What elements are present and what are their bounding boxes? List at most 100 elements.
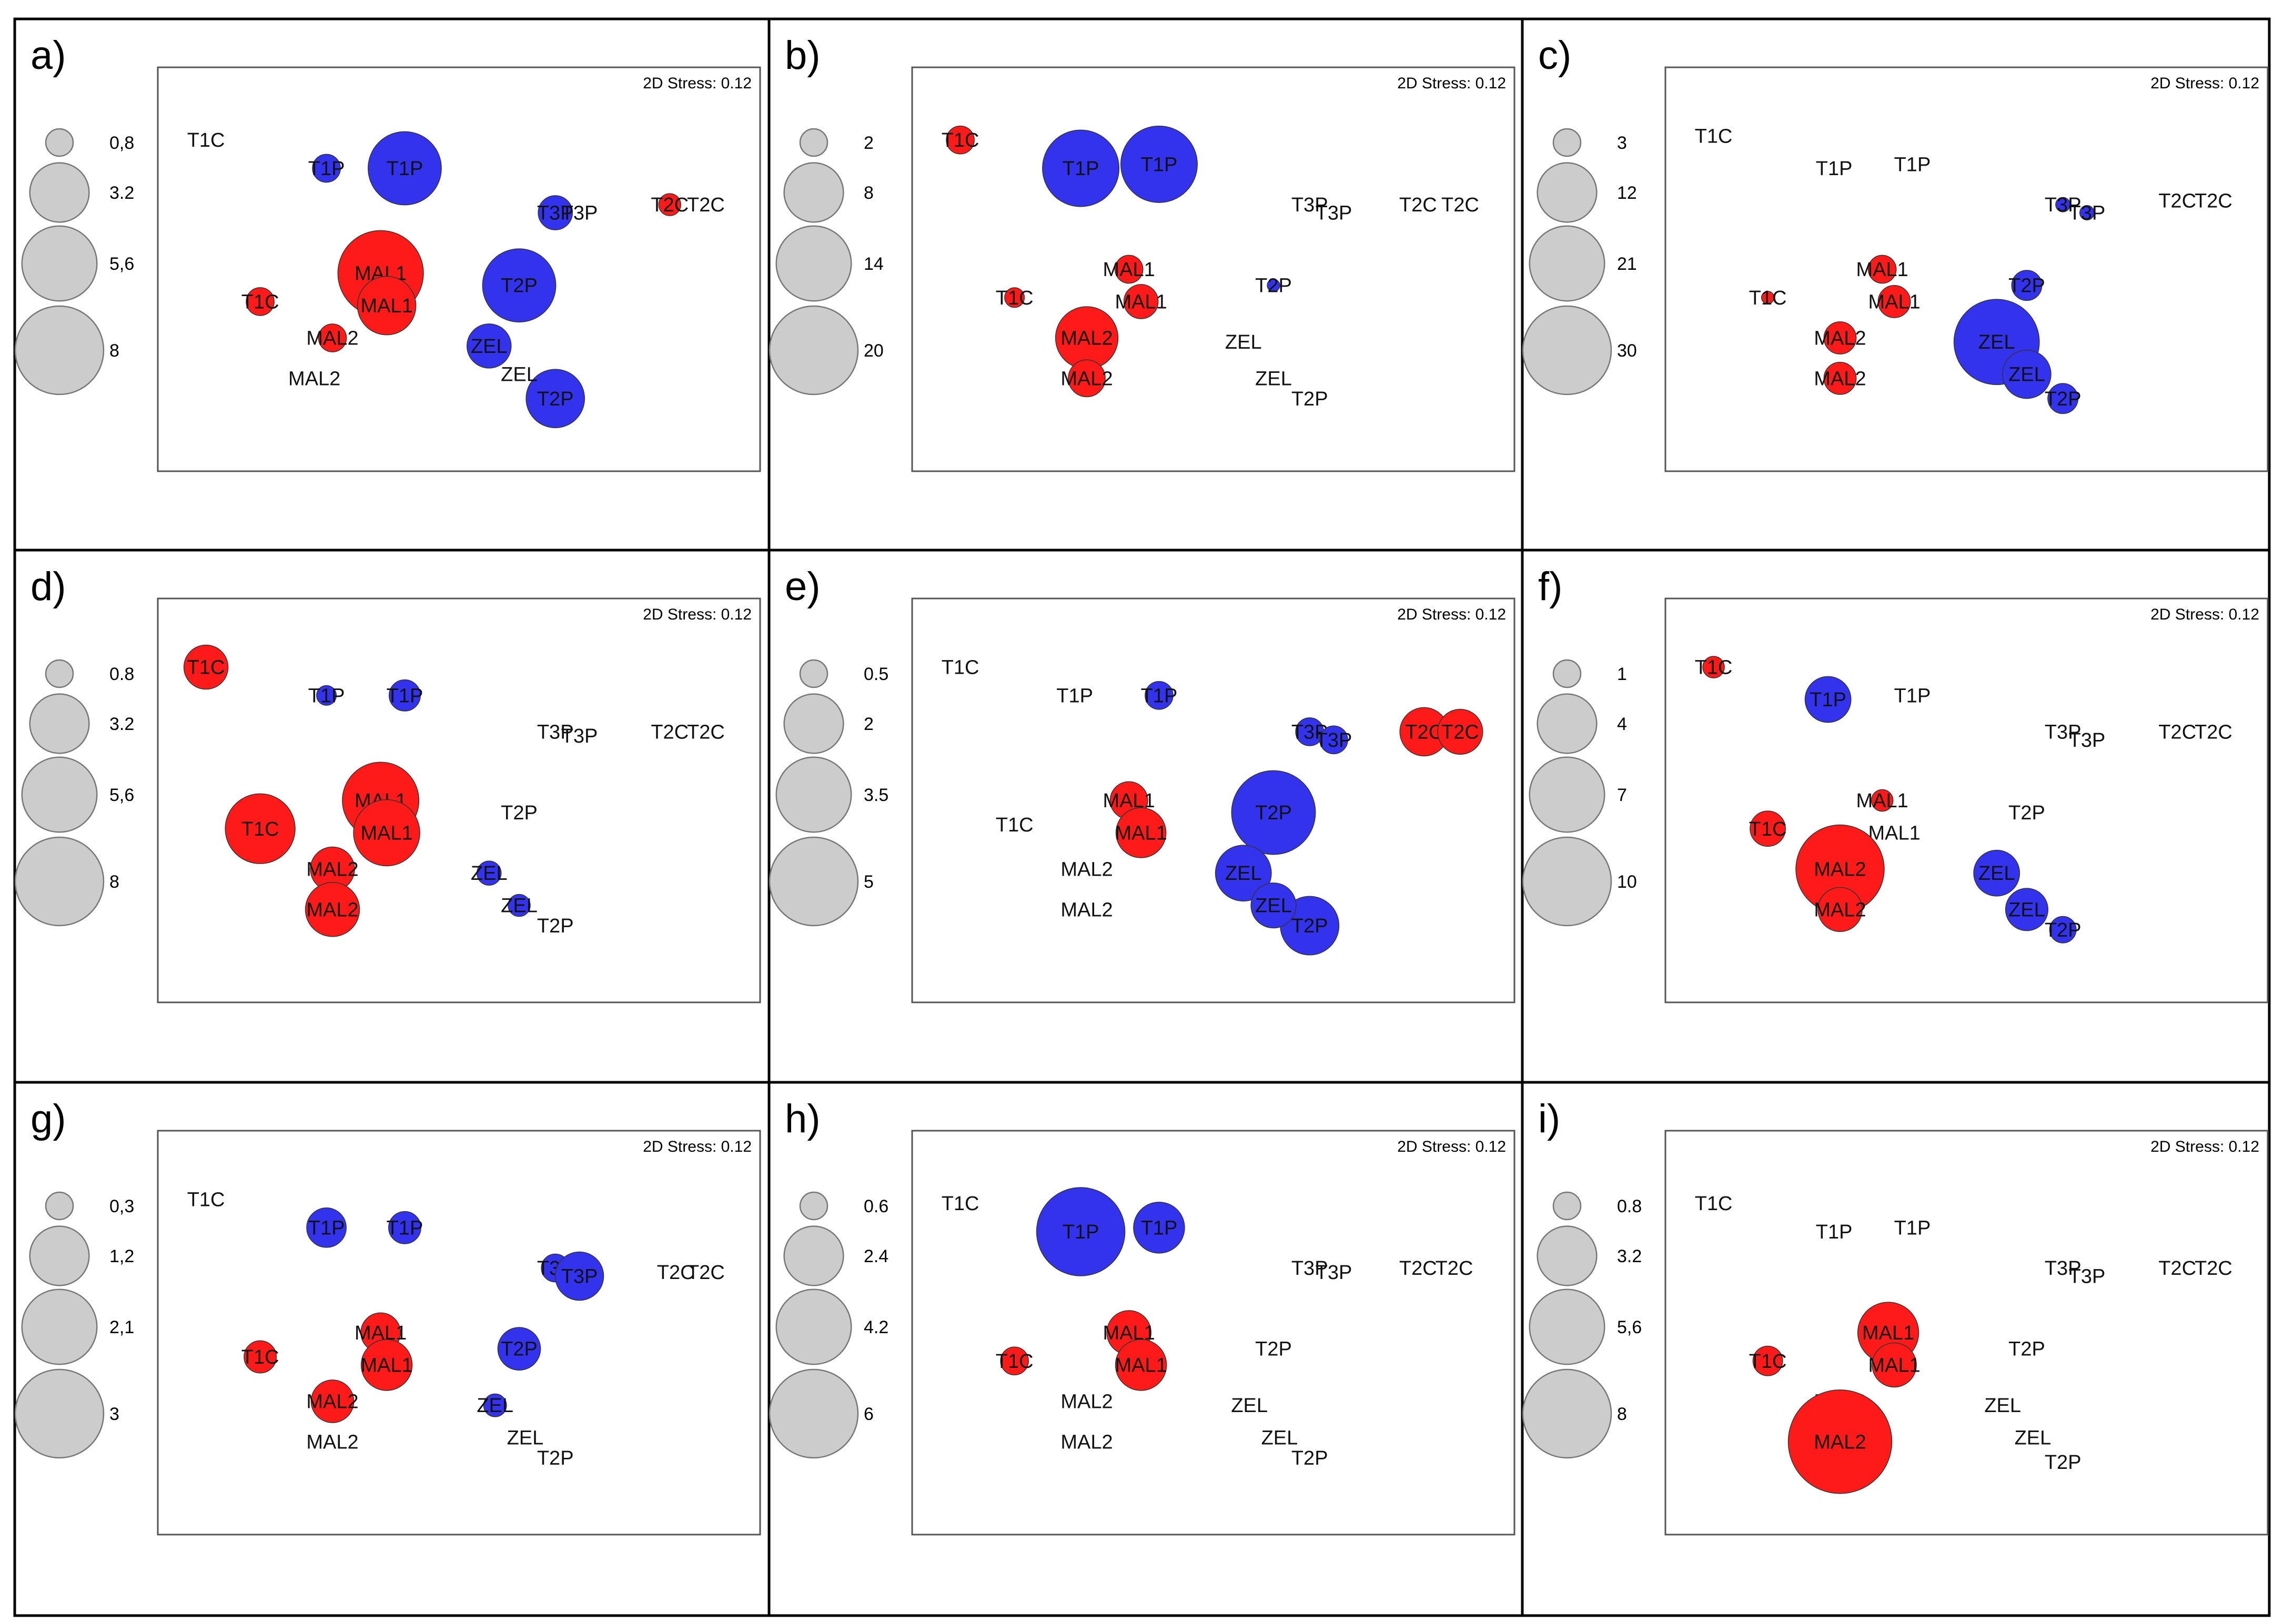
bubble-t3p	[538, 195, 573, 230]
point-label: T1P	[1141, 685, 1178, 707]
bubble-mal2	[1823, 321, 1857, 354]
point-label: T2P	[2008, 1338, 2045, 1361]
point-label: T2C	[2158, 190, 2196, 212]
point-label: T2P	[1291, 915, 1328, 937]
bubble-mal1	[353, 799, 420, 867]
bubble-t1c	[1750, 810, 1786, 847]
bubble-t3p	[2079, 205, 2095, 220]
legend-value: 3.2	[109, 714, 134, 734]
legend-circle	[1537, 693, 1598, 754]
point-label: T2C	[1405, 721, 1443, 743]
bubble-t1p	[368, 131, 442, 206]
point-label: T3P	[1316, 202, 1352, 224]
point-label: MAL1	[1115, 822, 1167, 844]
point-label: T2P	[537, 915, 574, 937]
bubble-mal2	[1787, 1389, 1893, 1494]
bubble-mal2	[1823, 361, 1857, 395]
point-label: T2C	[687, 721, 725, 743]
legend-circle	[799, 128, 828, 157]
legend-value: 1,2	[109, 1246, 134, 1266]
point-label: T1C	[241, 818, 279, 840]
bubble-t1p	[1133, 1202, 1185, 1254]
point-label: T2C	[657, 1262, 695, 1284]
bubble-t1c	[946, 125, 975, 155]
bubble-mal2	[1817, 887, 1863, 932]
point-label: MAL2	[306, 1391, 358, 1413]
bubble-mal2	[318, 323, 347, 352]
bubble-t1c	[1000, 1346, 1029, 1376]
point-label: T2P	[501, 275, 538, 297]
point-label: T1C	[187, 657, 225, 679]
legend-value: 5,6	[1617, 1317, 1642, 1337]
bubble-t1c	[1752, 1345, 1783, 1376]
point-label: T1C	[1695, 657, 1733, 679]
panel-label: c)	[1538, 33, 1571, 78]
point-label: T1P	[387, 1217, 423, 1239]
legend-value: 0,8	[109, 133, 134, 153]
legend-value: 3.5	[864, 785, 888, 805]
bubble-mal1	[1115, 807, 1167, 858]
legend-circle	[14, 305, 105, 395]
bubble-t2p	[1267, 279, 1280, 292]
point-label: MAL2	[306, 899, 358, 921]
legend-value: 0.8	[1617, 1196, 1642, 1216]
legend-circle	[799, 659, 828, 688]
point-label: MAL1	[1856, 790, 1908, 812]
point-label: ZEL	[1984, 1395, 2021, 1417]
point-label: MAL2	[288, 368, 340, 390]
point-label: T2P	[501, 1338, 538, 1361]
bubble-t1c	[225, 793, 296, 864]
legend-value: 8	[109, 872, 119, 892]
point-label: T1P	[308, 685, 345, 707]
point-label: T2P	[1291, 388, 1328, 410]
point-label: MAL2	[1060, 1391, 1113, 1413]
point-label: T2P	[2045, 388, 2081, 410]
point-label: T1P	[387, 158, 423, 180]
point-label: T3P	[537, 721, 574, 743]
point-label: T2C	[687, 194, 725, 216]
panel-h: h) 2D Stress: 0.12 0.6 2.4 4.2 6 T1C T1C T1P T1P M…	[769, 1097, 1515, 1536]
point-label: T1C	[187, 1189, 225, 1211]
bubble-t2p	[482, 248, 557, 323]
legend-circle	[783, 162, 844, 223]
point-label: MAL1	[1115, 1354, 1167, 1376]
point-label: T1C	[996, 1351, 1034, 1373]
point-label: T1C	[241, 291, 279, 313]
point-label: MAL2	[1814, 1431, 1866, 1453]
point-label: T2P	[537, 1447, 574, 1469]
point-label: T1C	[1749, 818, 1787, 840]
plot-box	[911, 1130, 1515, 1536]
point-label: T2C	[1436, 1257, 1473, 1280]
bubble-t2p	[1231, 770, 1316, 855]
bubble-t1p	[1145, 681, 1174, 710]
point-label: MAL2	[1814, 899, 1866, 921]
bubble-t1p	[1036, 1187, 1126, 1276]
point-label: T2P	[1291, 1447, 1328, 1469]
bubble-t1c	[1004, 287, 1025, 308]
plot-box	[157, 1130, 761, 1536]
bubble-t3p	[2055, 197, 2071, 212]
legend-circle	[21, 756, 98, 833]
stress-label: 2D Stress: 0.12	[643, 606, 752, 623]
point-label: T3P	[1291, 194, 1328, 216]
point-label: T1C	[1695, 1193, 1733, 1215]
point-label: T2C	[687, 1262, 725, 1284]
point-label: T2P	[537, 388, 574, 410]
legend-circle	[775, 756, 852, 833]
point-label: T1C	[942, 657, 979, 679]
bubble-zel	[2005, 888, 2049, 931]
point-label: ZEL	[1978, 862, 2015, 885]
legend-circle	[769, 305, 859, 395]
legend-circle	[1537, 162, 1598, 223]
point-label: T2P	[2045, 1452, 2081, 1474]
legend-value: 2.4	[864, 1246, 888, 1266]
bubble-t1c	[244, 1340, 277, 1374]
point-label: T1P	[308, 158, 345, 180]
point-label: ZEL	[471, 336, 508, 358]
legend-circle	[783, 1225, 844, 1286]
point-label: T2C	[2195, 1257, 2232, 1280]
point-label: T2C	[1399, 1257, 1437, 1280]
point-label: MAL1	[1856, 259, 1908, 281]
legend-circle	[1537, 1225, 1598, 1286]
point-label: MAL2	[1060, 368, 1113, 390]
